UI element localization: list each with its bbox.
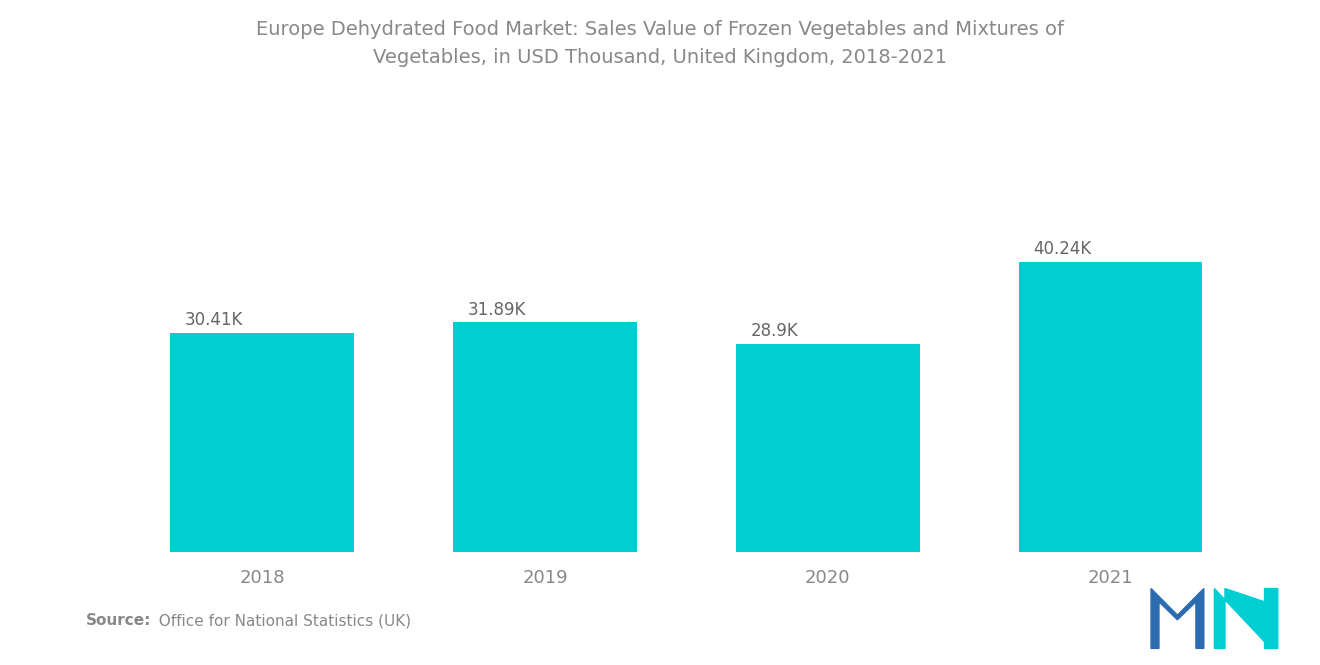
Polygon shape <box>1214 589 1278 648</box>
Bar <box>735 344 920 552</box>
Bar <box>170 333 354 552</box>
Text: 28.9K: 28.9K <box>751 322 799 340</box>
Text: Europe Dehydrated Food Market: Sales Value of Frozen Vegetables and Mixtures of
: Europe Dehydrated Food Market: Sales Val… <box>256 20 1064 67</box>
Text: 31.89K: 31.89K <box>467 301 527 319</box>
Bar <box>1019 262 1203 552</box>
Text: Source:: Source: <box>86 613 152 628</box>
Polygon shape <box>1151 589 1204 648</box>
Bar <box>453 323 638 552</box>
Text: 40.24K: 40.24K <box>1034 241 1092 259</box>
Text: 30.41K: 30.41K <box>185 311 243 329</box>
Text: Office for National Statistics (UK): Office for National Statistics (UK) <box>149 613 412 628</box>
